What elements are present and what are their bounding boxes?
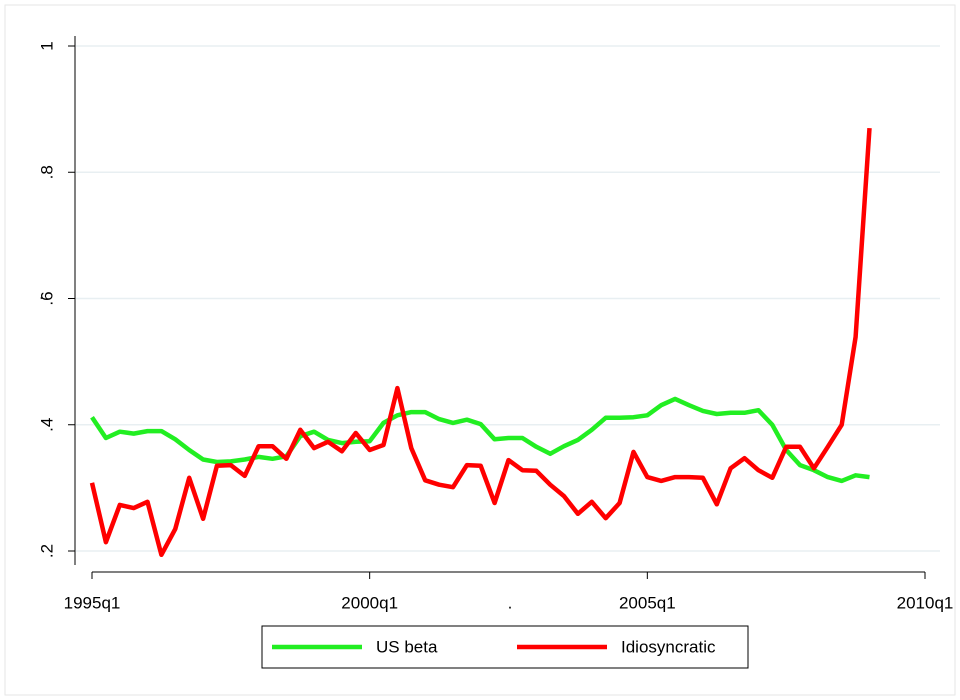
y-tick-label: 1 — [37, 41, 56, 50]
y-tick-label: .2 — [37, 544, 56, 558]
data-line — [89, 127, 872, 558]
frame — [4, 4, 956, 696]
legend-label: Idiosyncratic — [621, 637, 716, 656]
y-tick-label: .8 — [37, 165, 56, 179]
legend-label: US beta — [376, 637, 438, 656]
y-tick-label: .4 — [37, 418, 56, 432]
x-axis-title: . — [508, 593, 513, 612]
x-tick-label: 2005q1 — [619, 593, 676, 612]
legend — [261, 625, 749, 669]
data-line — [90, 396, 870, 484]
x-tick-label: 2010q1 — [897, 593, 954, 612]
x-tick-label: 1995q1 — [64, 593, 121, 612]
y-axis-title: . — [27, 296, 46, 301]
y-tick-label: .6 — [37, 291, 56, 305]
x-tick-label: 2000q1 — [341, 593, 398, 612]
